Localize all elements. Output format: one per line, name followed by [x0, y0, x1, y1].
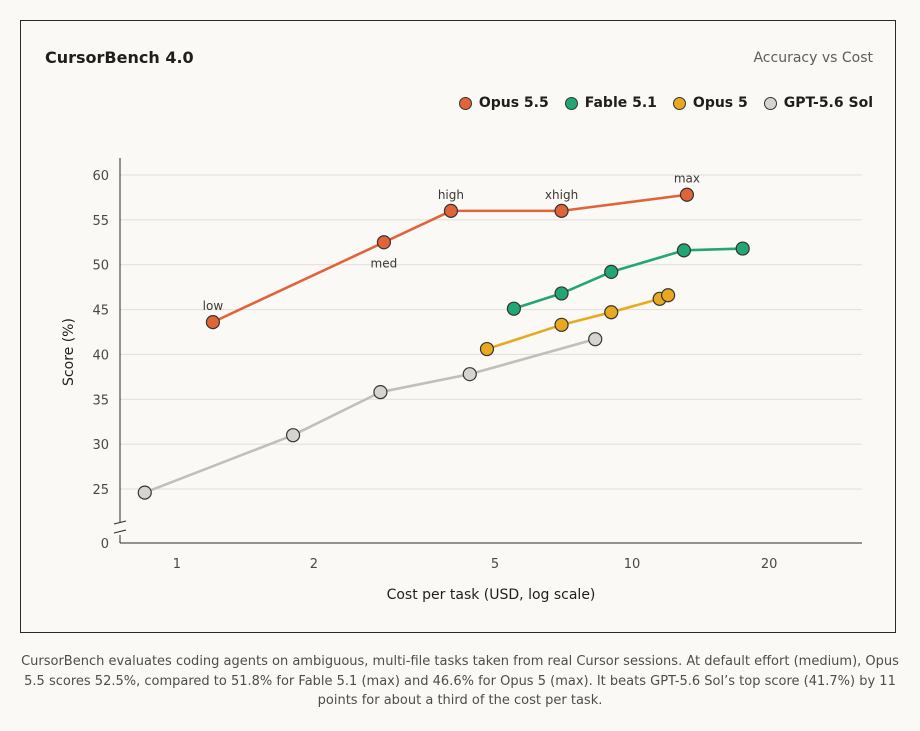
y-tick-label: 60	[92, 169, 109, 184]
y-tick-label: 40	[92, 348, 109, 363]
legend: Opus 5.5 Fable 5.1 Opus 5 GPT-5.6 Sol	[458, 95, 873, 111]
y-tick-label: 45	[92, 304, 109, 319]
x-tick-label: 20	[761, 557, 778, 572]
point-label: med	[371, 256, 398, 270]
data-point	[735, 241, 750, 256]
x-axis-label: Cost per task (USD, log scale)	[387, 587, 596, 603]
y-tick-label: 55	[92, 214, 109, 229]
data-point	[554, 286, 569, 301]
y-tick-label: 50	[92, 259, 109, 274]
legend-item-gpt-5-6-sol: GPT-5.6 Sol	[763, 95, 873, 111]
data-point	[373, 385, 388, 400]
data-point	[604, 305, 619, 320]
legend-item-opus-5-5: Opus 5.5	[458, 95, 549, 111]
legend-item-opus-5: Opus 5	[672, 95, 748, 111]
y-tick-label: 30	[92, 438, 109, 453]
x-tick-label: 1	[173, 557, 181, 572]
legend-swatch-opus-5	[672, 96, 686, 110]
series-line	[513, 247, 743, 310]
point-label: xhigh	[545, 188, 578, 202]
data-point	[137, 485, 152, 500]
y-axis-label: Score (%)	[61, 318, 77, 386]
legend-label: Fable 5.1	[584, 95, 657, 111]
chart-title: CursorBench 4.0	[45, 48, 194, 67]
data-point	[506, 301, 521, 316]
legend-item-fable-5-1: Fable 5.1	[564, 95, 657, 111]
axis-break-mark	[113, 520, 127, 534]
data-point	[376, 235, 392, 250]
point-label: low	[203, 299, 224, 313]
data-point	[285, 428, 301, 443]
data-point	[479, 341, 495, 357]
series-line	[144, 337, 596, 494]
data-point	[679, 187, 695, 202]
legend-swatch-gpt-5-6-sol	[763, 96, 777, 110]
chart-card: CursorBench 4.0 Accuracy vs Cost Opus 5.…	[20, 20, 896, 633]
data-point	[676, 243, 692, 258]
data-point	[588, 332, 603, 347]
x-tick-label: 10	[624, 557, 641, 572]
data-point	[554, 203, 569, 218]
point-label: max	[674, 172, 700, 186]
legend-label: Opus 5	[692, 95, 748, 111]
point-label: high	[438, 188, 464, 202]
data-point	[443, 203, 459, 218]
y-tick-label: 25	[92, 483, 109, 498]
y-tick-label: 35	[92, 393, 109, 408]
data-point	[205, 315, 221, 330]
y-tick-label: 0	[101, 537, 109, 552]
data-point	[462, 367, 477, 382]
legend-swatch-fable-5-1	[564, 96, 578, 110]
x-tick-label: 5	[491, 557, 499, 572]
data-point	[604, 264, 619, 279]
chart-subtitle: Accuracy vs Cost	[753, 50, 873, 66]
legend-label: GPT-5.6 Sol	[783, 95, 873, 111]
x-tick-label: 2	[310, 557, 318, 572]
data-point	[554, 317, 569, 332]
data-point	[661, 288, 676, 303]
caption: CursorBench evaluates coding agents on a…	[21, 654, 899, 708]
legend-swatch-opus-5-5	[458, 96, 472, 110]
legend-label: Opus 5.5	[478, 95, 549, 111]
